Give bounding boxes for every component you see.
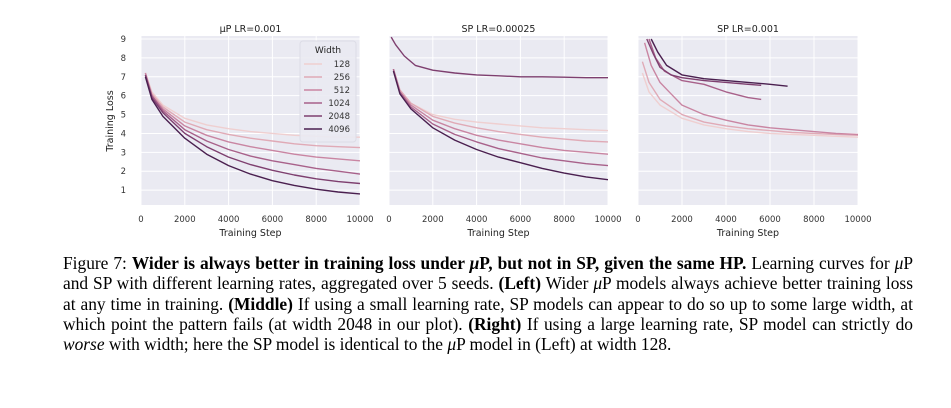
series-line-512 [392, 69, 608, 155]
x-tick-label: 8000 [803, 215, 825, 225]
legend-label-2048: 2048 [328, 112, 350, 122]
x-tick-label: 10000 [594, 215, 621, 225]
y-tick-label: 2 [121, 167, 126, 177]
x-tick-label: 10000 [346, 215, 373, 225]
legend-label-256: 256 [334, 73, 350, 83]
caption-label: Figure 7: [63, 253, 127, 273]
figure-caption: Figure 7: Wider is always better in trai… [63, 253, 913, 354]
x-axis-label: Training Step [466, 228, 529, 239]
legend-title: Width [315, 46, 341, 56]
y-tick-label: 5 [121, 111, 126, 121]
caption-bold-title: Wider is always better in training loss … [132, 253, 747, 273]
panel-title: SP LR=0.00025 [462, 24, 536, 35]
x-tick-label: 8000 [305, 215, 327, 225]
series-line-4096 [392, 70, 608, 181]
x-tick-label: 4000 [218, 215, 240, 225]
panel-title: μP LR=0.001 [220, 24, 282, 35]
caption-right-tag: (Right) [468, 313, 522, 334]
x-tick-label: 10000 [844, 215, 871, 225]
caption-s1-post: P and SP with different learning rates, … [63, 253, 913, 294]
figure-panels: 0 2000 4000 6000 8000 10000 1 2 3 4 5 6 7 8 9 μP LR=0.0… [105, 24, 872, 239]
legend-label-128: 128 [334, 60, 350, 70]
chart-panel-3: 0 2000 4000 6000 8000 10000 SP LR=0.001 Trainin… [635, 24, 871, 239]
caption-middle-tag: (Middle) [228, 293, 293, 314]
x-tick-label: 2000 [174, 215, 196, 225]
x-tick-label: 4000 [466, 215, 488, 225]
series-line-4096 [650, 38, 788, 87]
series-line-512 [643, 42, 858, 136]
series-line-2048 [144, 74, 360, 185]
series-line-4096 [144, 76, 360, 195]
series-line-2048 [646, 38, 762, 86]
plot-background [638, 36, 858, 205]
caption-middle-text: If using a small learning rate, SP model… [63, 293, 913, 334]
y-tick-label: 3 [121, 148, 126, 158]
series-group [390, 36, 608, 181]
legend-label-512: 512 [334, 86, 350, 96]
caption-left-post: P models always achieve better training … [63, 273, 913, 314]
chart-panel-2: 0 2000 4000 6000 8000 10000 SP LR=0.00025 Train… [386, 24, 621, 239]
y-tick-label: 1 [121, 186, 126, 196]
y-tick-label: 9 [121, 35, 126, 45]
series-line-512 [144, 72, 360, 162]
plot-background [389, 36, 608, 205]
x-tick-label: 6000 [510, 215, 532, 225]
series-line-256 [641, 61, 858, 136]
caption-bold-post: P, but not in SP, given the same HP. [479, 253, 747, 273]
series-line-2048 [390, 36, 608, 79]
y-tick-label: 7 [121, 73, 126, 83]
x-tick-label: 0 [138, 215, 143, 225]
series-line-1024 [392, 69, 608, 167]
caption-s1-mu: μ [894, 253, 904, 273]
y-axis-label: Training Loss [105, 90, 116, 152]
chart-panel-1: 0 2000 4000 6000 8000 10000 1 2 3 4 5 6 7 8 9 μP LR=0.0… [105, 24, 374, 239]
x-axis-label: Training Step [716, 228, 779, 239]
y-tick-label: 6 [121, 92, 126, 102]
panel-title: SP LR=0.001 [717, 24, 779, 35]
series-line-256 [392, 68, 608, 143]
caption-bold-pre: Wider is always better in training loss … [131, 253, 470, 273]
caption-left-pre: Wider [545, 273, 589, 294]
caption-right-pre: If using a large learning rate, SP model… [526, 313, 913, 334]
legend: Width 128 256 512 1024 2048 4096 [299, 40, 357, 143]
x-tick-label: 6000 [759, 215, 781, 225]
caption-left-mu: μ [593, 273, 603, 294]
series-line-1024 [144, 74, 360, 175]
series-line-256 [144, 72, 360, 149]
caption-right-em: worse [63, 334, 105, 355]
legend-label-1024: 1024 [328, 99, 350, 109]
y-tick-label: 4 [121, 129, 126, 139]
x-axis-label: Training Step [218, 228, 281, 239]
x-tick-label: 0 [386, 215, 391, 225]
legend-label-4096: 4096 [328, 125, 350, 135]
series-line-128 [641, 72, 858, 138]
x-tick-label: 8000 [553, 215, 575, 225]
x-tick-label: 6000 [262, 215, 284, 225]
series-group [641, 38, 858, 138]
x-tick-label: 0 [635, 215, 640, 225]
caption-s1-pre: Learning curves for [751, 253, 895, 273]
x-tick-label: 2000 [671, 215, 693, 225]
y-tick-label: 8 [121, 54, 126, 64]
caption-right-mu: μ [447, 334, 457, 355]
caption-bold-mu: μ [469, 253, 480, 273]
x-tick-label: 4000 [715, 215, 737, 225]
x-tick-label: 2000 [422, 215, 444, 225]
caption-right-post: P model in (Left) at width 128. [456, 334, 672, 355]
caption-left-tag: (Left) [498, 273, 542, 294]
caption-right-mid: with width; here the SP model is identic… [108, 334, 443, 355]
series-group [144, 72, 360, 195]
